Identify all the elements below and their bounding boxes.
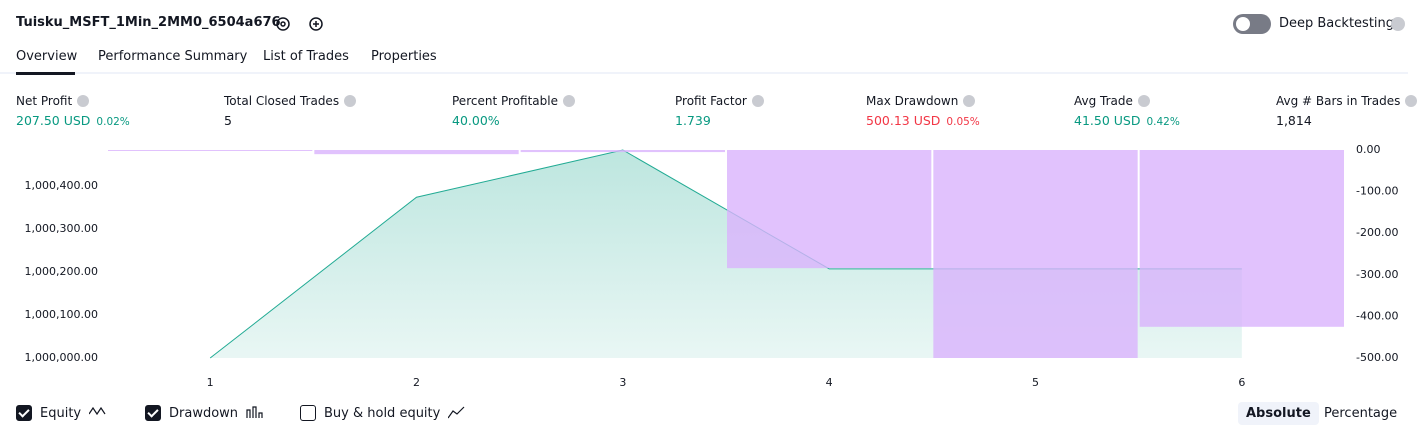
tab[interactable]: Overview (16, 49, 78, 64)
info-icon[interactable] (77, 95, 90, 107)
metric-value: 41.50 USD 0.42% (1074, 113, 1180, 128)
y2-tick-label: 0.00 (1356, 143, 1381, 156)
drawdown-bar (520, 150, 725, 153)
strategy-title: Tuisku_MSFT_1Min_2MM0_6504a676 (16, 15, 281, 30)
drawdown-bar (108, 150, 313, 151)
x-tick-label: 4 (826, 376, 833, 389)
metric-value: 40.00% (452, 113, 500, 128)
y2-tick-label: -200.00 (1356, 226, 1398, 239)
source-icon[interactable] (309, 17, 323, 31)
legend-icon (246, 406, 263, 418)
y2-tick-label: -500.00 (1356, 351, 1398, 364)
metric-label: Net Profit (16, 94, 90, 108)
tab[interactable]: List of Trades (263, 49, 349, 64)
metric-value: 500.13 USD 0.05% (866, 113, 980, 128)
y2-tick-label: -300.00 (1356, 268, 1398, 281)
metric-value-text: 40.00% (452, 113, 500, 128)
y2-tick-label: -400.00 (1356, 309, 1398, 322)
checkbox[interactable] (145, 405, 161, 421)
toggle-label: Drawdown (169, 405, 239, 421)
legend-toggle[interactable]: Buy & hold equity (300, 405, 470, 421)
icon-path (246, 406, 263, 418)
info-icon[interactable] (562, 95, 575, 107)
legend-icon (448, 406, 465, 419)
drawdown-bar (933, 150, 1138, 358)
x-tick-label: 1 (207, 376, 214, 389)
y-tick-label: 1,000,100.00 (25, 308, 98, 321)
chart: 1,000,000.00 1,000,100.00 1,000,200.00 1,00… (25, 143, 1399, 389)
icon-path (448, 406, 465, 419)
info-icon[interactable] (344, 95, 357, 107)
metric-label-text: Avg # Bars in Trades (1276, 94, 1401, 108)
legend-icon (89, 406, 106, 416)
x-tick-label: 5 (1032, 376, 1039, 389)
y-tick-label: 1,000,000.00 (25, 351, 98, 364)
metric-value-text: 1,814 (1276, 113, 1312, 128)
tab-divider (0, 72, 1408, 74)
active-tab-underline (16, 72, 75, 75)
metric-label-text: Net Profit (16, 94, 73, 108)
tab[interactable]: Properties (371, 49, 437, 64)
metric-label-text: Profit Factor (675, 94, 747, 108)
metric-label: Percent Profitable (452, 94, 575, 108)
mode-button[interactable]: Absolute (1238, 402, 1319, 425)
header-icons (276, 17, 323, 31)
drawdown-bar (1139, 150, 1344, 327)
y-tick-label: 1,000,300.00 (25, 222, 98, 235)
legend-toggle[interactable]: Drawdown (145, 405, 268, 421)
metric-value: 5 (224, 113, 232, 128)
toggle-label: Equity (40, 405, 82, 421)
metric-label-text: Percent Profitable (452, 94, 558, 108)
metric-label: Total Closed Trades (224, 94, 357, 108)
metric-percent: 0.42% (1146, 116, 1180, 128)
info-icon[interactable] (1137, 95, 1150, 107)
y-tick-label: 1,000,200.00 (25, 265, 98, 278)
x-tick-label: 6 (1238, 376, 1245, 389)
metric-value-text: 41.50 USD (1074, 113, 1141, 128)
toggle-label: Deep Backtesting (1279, 16, 1395, 31)
info-icon[interactable] (1405, 95, 1418, 107)
deep-backtesting-toggle[interactable] (1233, 14, 1271, 34)
drawdown-bar (314, 150, 519, 155)
toggle-label: Buy & hold equity (324, 405, 441, 421)
metric-label-text: Avg Trade (1074, 94, 1133, 108)
metric-percent: 0.05% (946, 116, 980, 128)
y2-tick-label: -100.00 (1356, 185, 1398, 198)
x-tick-label: 3 (619, 376, 626, 389)
drawdown-bar (727, 150, 932, 269)
metric-value-text: 5 (224, 113, 232, 128)
metric-value: 1.739 (675, 113, 711, 128)
metric-percent: 0.02% (96, 116, 130, 128)
checkbox[interactable] (300, 405, 316, 421)
icon-path (89, 406, 106, 416)
mode-button[interactable]: Percentage (1324, 406, 1398, 421)
metric-label: Max Drawdown (866, 94, 976, 108)
metric-value-text: 1.739 (675, 113, 711, 128)
metric-value: 207.50 USD 0.02% (16, 113, 130, 128)
metric-value-text: 500.13 USD (866, 113, 941, 128)
help-icon[interactable] (1391, 17, 1405, 31)
tab[interactable]: Performance Summary (98, 49, 248, 64)
checkbox[interactable] (16, 405, 32, 421)
metric-label-text: Total Closed Trades (224, 94, 340, 108)
legend-toggle[interactable]: Equity (16, 405, 111, 421)
info-icon[interactable] (963, 95, 976, 107)
settings-icon[interactable] (276, 17, 290, 31)
metric-label: Avg # Bars in Trades (1276, 94, 1418, 108)
info-icon[interactable] (751, 95, 764, 107)
metric-value-text: 207.50 USD (16, 113, 91, 128)
metric-label: Profit Factor (675, 94, 764, 108)
y-tick-label: 1,000,400.00 (25, 179, 98, 192)
metric-value: 1,814 (1276, 113, 1312, 128)
metric-label: Avg Trade (1074, 94, 1150, 108)
x-tick-label: 2 (413, 376, 420, 389)
metric-label-text: Max Drawdown (866, 94, 959, 108)
